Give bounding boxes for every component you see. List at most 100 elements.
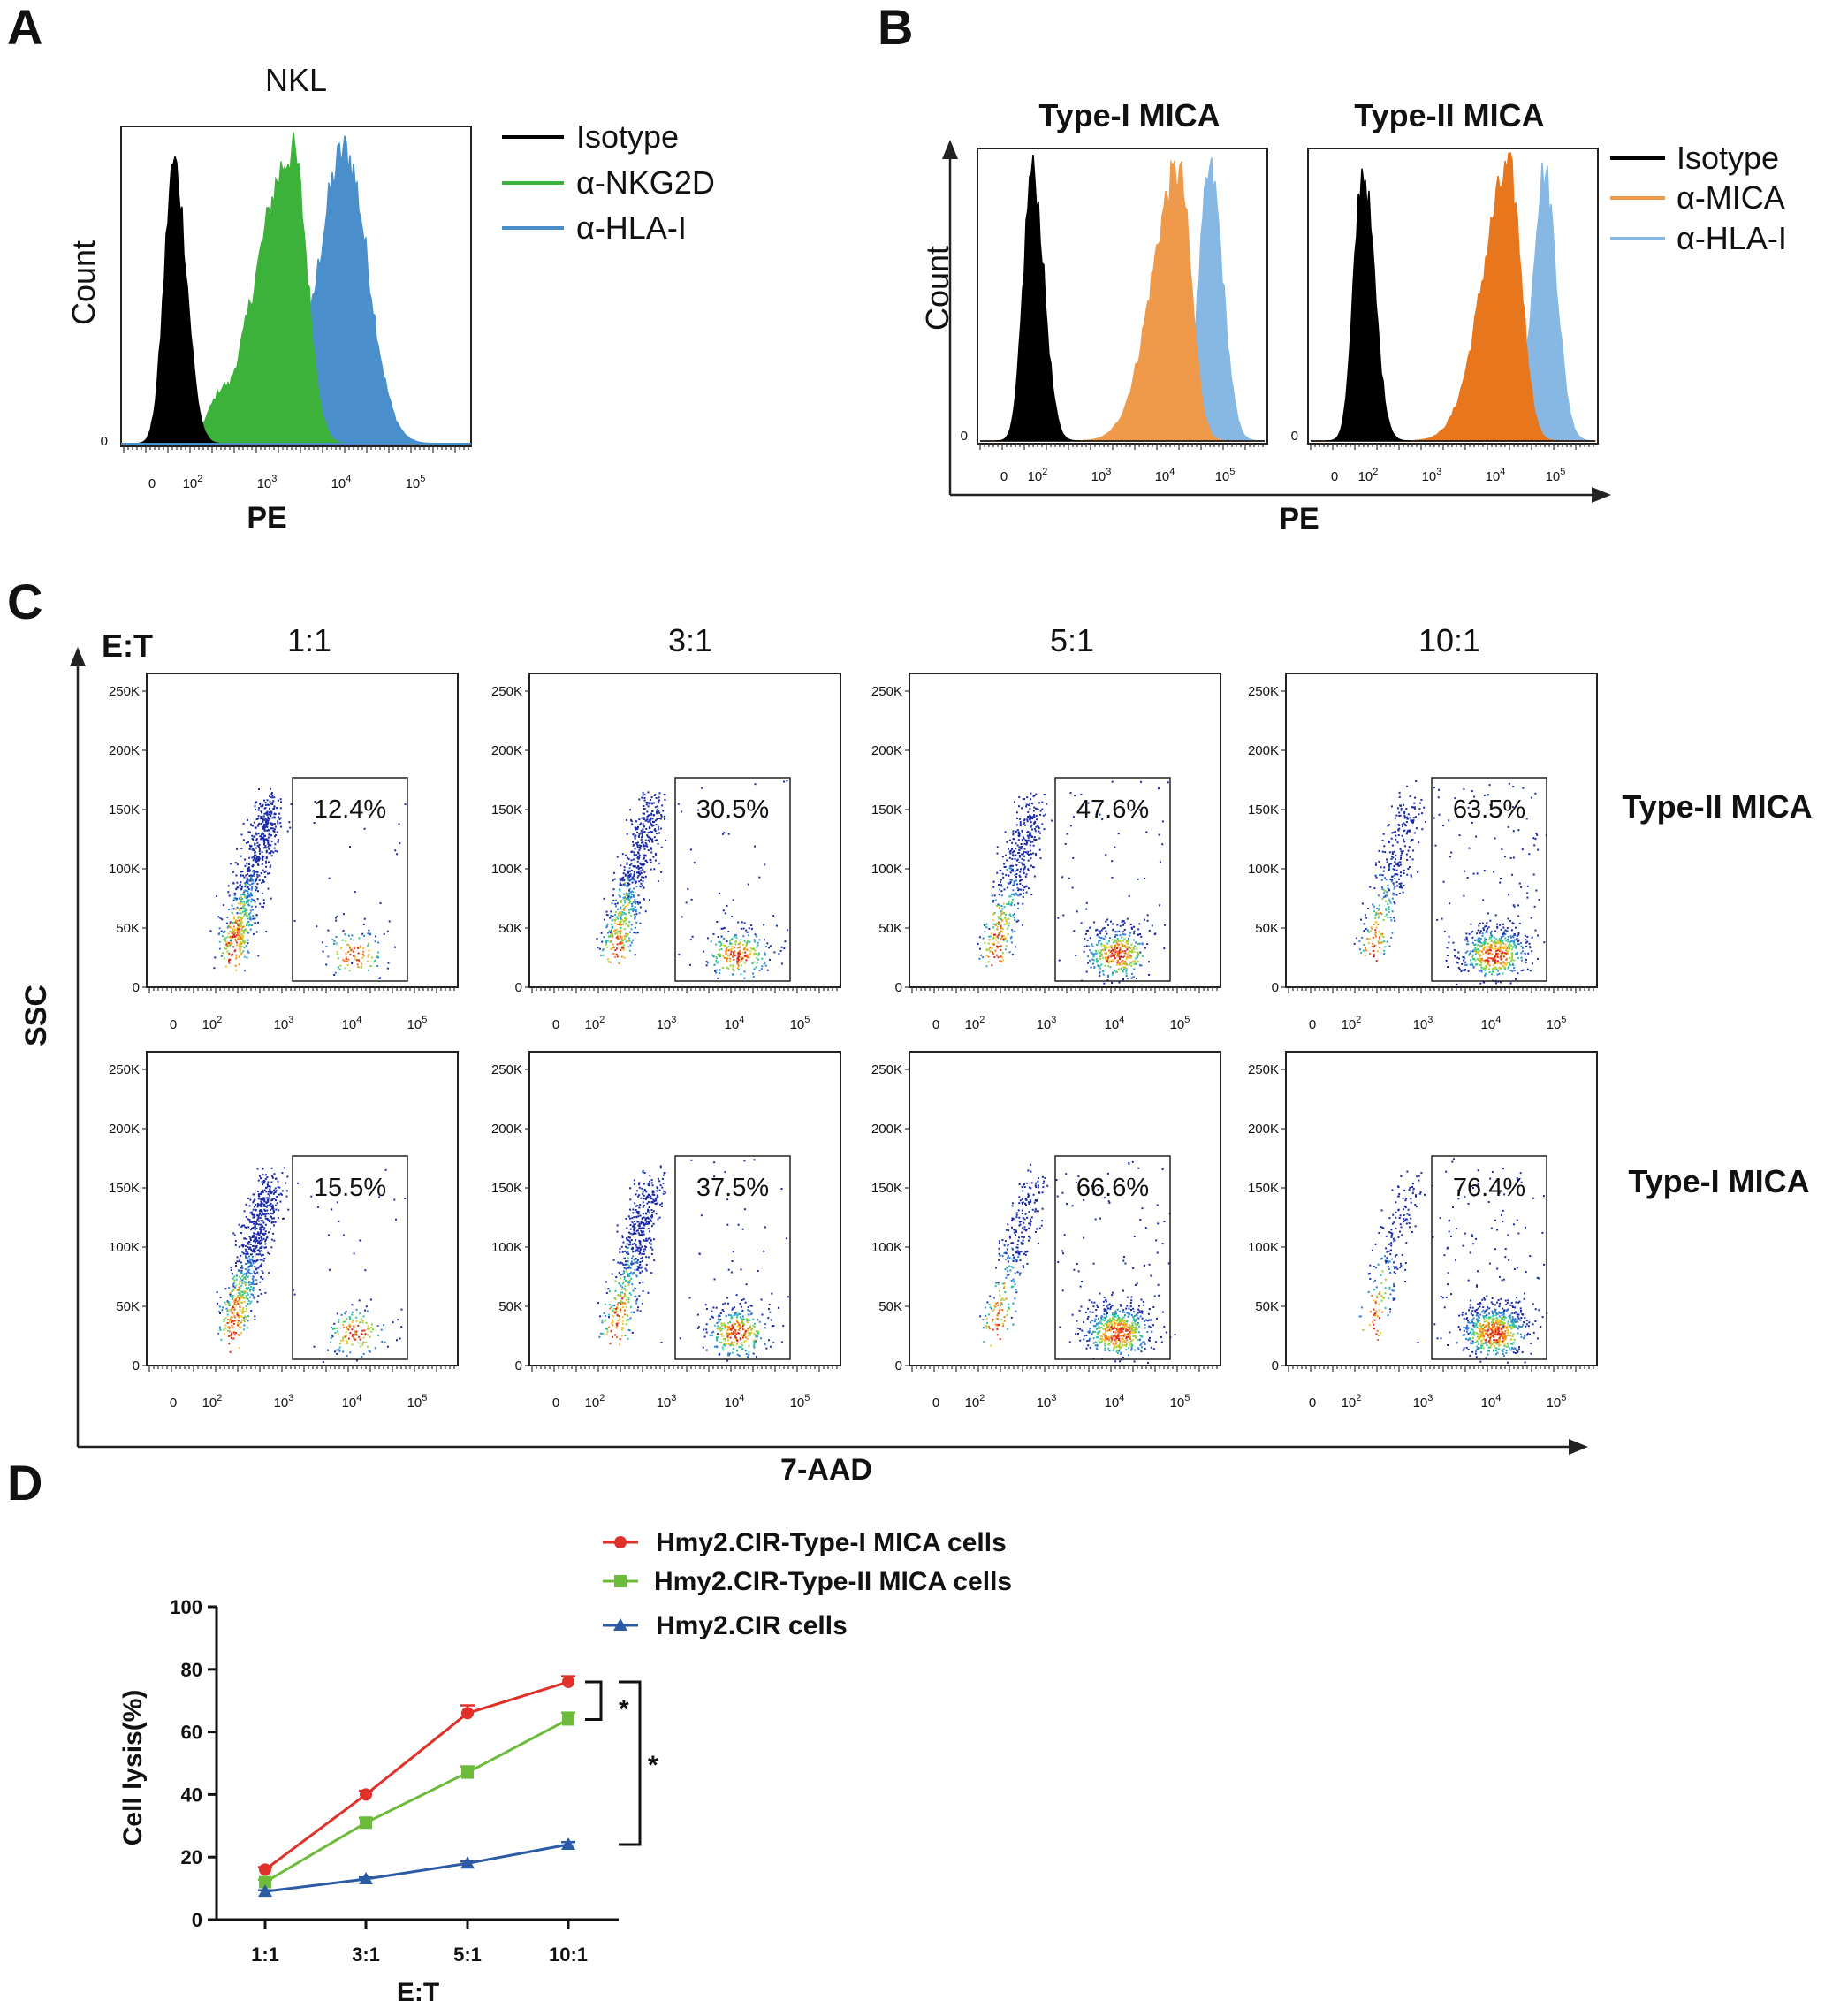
scatter-point	[1410, 874, 1412, 877]
scatter-point	[271, 823, 274, 825]
scatter-point	[336, 950, 338, 953]
scatter-point	[1493, 959, 1495, 961]
scatter-minor-ticks	[531, 987, 838, 993]
scatter-point	[256, 860, 259, 863]
scatter-point	[627, 940, 629, 942]
scatter-point	[247, 939, 249, 941]
scatter-point	[247, 1260, 249, 1263]
scatter-point	[643, 856, 645, 859]
scatter-point	[614, 902, 617, 905]
scatter-point	[739, 949, 741, 952]
scatter-xtick-exp-4: 5	[1561, 1015, 1566, 1025]
scatter-point	[1415, 780, 1418, 782]
scatter-frame	[528, 1051, 841, 1366]
scatter-point	[1017, 852, 1020, 854]
scatter-ytick: 250K	[109, 1062, 140, 1077]
scatter-point	[241, 1312, 244, 1314]
scatter-point	[636, 841, 639, 844]
scatter-point	[1098, 930, 1100, 932]
scatter-point	[250, 888, 253, 891]
scatter-point	[358, 937, 361, 940]
scatter-point	[237, 928, 239, 931]
scatter-point	[253, 1206, 255, 1208]
scatter-point	[749, 953, 752, 955]
scatter-point	[1126, 957, 1129, 960]
scatter-point	[271, 803, 274, 805]
scatter-point	[255, 1260, 257, 1263]
scatter-frame	[528, 673, 841, 988]
scatter-point	[617, 914, 620, 917]
scatter-point	[626, 1314, 628, 1316]
scatter-point	[632, 865, 635, 867]
scatter-point	[259, 1175, 261, 1177]
scatter-point	[266, 1217, 269, 1220]
scatter-point	[628, 867, 631, 870]
scatter-point	[241, 941, 244, 944]
scatter-point	[231, 904, 233, 907]
scatter-point	[616, 902, 619, 905]
scatter-point	[1114, 939, 1116, 941]
scatter-point	[1437, 796, 1440, 799]
scatter-point	[1015, 946, 1016, 948]
scatter-point	[1005, 945, 1008, 947]
scatter-point	[729, 941, 732, 944]
scatter-point	[1000, 914, 1002, 917]
scatter-point	[1033, 823, 1036, 825]
scatter-point	[637, 864, 640, 867]
scatter-point	[635, 913, 638, 916]
scatter-point	[609, 961, 612, 963]
scatter-point	[626, 894, 628, 896]
scatter-point	[609, 941, 612, 943]
scatter-point	[725, 949, 727, 952]
scatter-xtick-label-1: 102	[202, 1015, 223, 1032]
scatter-point	[261, 882, 263, 884]
scatter-point	[237, 1297, 240, 1299]
scatter-point	[1486, 965, 1488, 968]
scatter-point	[1139, 933, 1141, 935]
scatter-point	[245, 928, 247, 931]
scatter-point	[1029, 831, 1031, 833]
scatter-point	[1381, 840, 1384, 841]
scatter-point	[248, 895, 251, 897]
scatter-point	[623, 879, 626, 881]
scatter-point	[659, 1165, 662, 1168]
scatter-point	[252, 838, 255, 841]
scatter-point	[623, 1313, 626, 1316]
scatter-point	[1399, 857, 1402, 860]
scatter-point	[1098, 959, 1100, 962]
scatter-point	[228, 909, 231, 911]
scatter-point	[257, 1205, 260, 1207]
scatter-point	[999, 960, 1001, 962]
scatter-point	[1500, 928, 1502, 931]
scatter-point	[1507, 940, 1509, 943]
scatter-point	[635, 1205, 637, 1207]
scatter-point	[217, 916, 220, 918]
scatter-point	[260, 1220, 262, 1222]
scatter-point	[640, 839, 643, 841]
scatter-point	[1004, 831, 1007, 833]
scatter-point	[1093, 921, 1096, 924]
scatter-point	[689, 848, 692, 851]
scatter-point	[227, 891, 230, 894]
scatter-point	[756, 956, 758, 959]
scatter-point	[1011, 857, 1014, 860]
scatter-point	[1381, 941, 1384, 944]
scatter-point	[1462, 969, 1464, 971]
scatter-point	[240, 871, 242, 873]
panel-a-xtick-exp-4: 5	[420, 474, 425, 484]
scatter-point	[726, 947, 728, 950]
scatter-point	[642, 884, 643, 886]
scatter-point	[1106, 947, 1107, 948]
panel-b-y-arrowhead	[942, 140, 958, 159]
scatter-point	[744, 1335, 747, 1338]
scatter-point	[605, 940, 607, 943]
scatter-point	[641, 863, 643, 865]
scatter-point	[247, 1297, 249, 1300]
scatter-point	[257, 809, 260, 811]
scatter-point	[336, 1328, 338, 1329]
scatter-point	[1364, 914, 1366, 917]
scatter-point	[1026, 820, 1029, 823]
scatter-point	[258, 1220, 261, 1222]
scatter-point	[262, 1197, 265, 1199]
